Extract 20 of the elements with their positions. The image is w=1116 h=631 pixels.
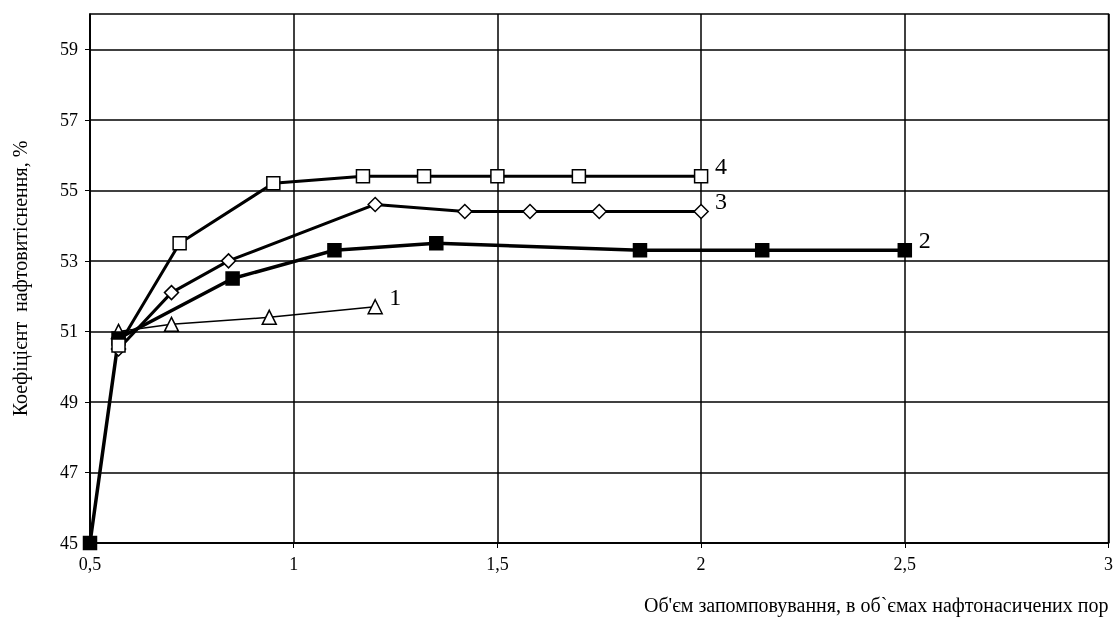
x-tick-label: 2 xyxy=(696,554,706,574)
y-tick-label: 47 xyxy=(60,462,78,483)
y-tick-label: 55 xyxy=(60,180,78,201)
series-label: 3 xyxy=(715,188,728,215)
x-tick-label: 1,5 xyxy=(486,554,509,574)
series-label: 4 xyxy=(715,153,728,180)
y-tick-label: 59 xyxy=(60,39,78,60)
y-tick-label: 57 xyxy=(60,109,78,130)
series-label: 1 xyxy=(389,283,402,310)
y-tick-label: 45 xyxy=(60,533,78,553)
x-tick-label: 3 xyxy=(1104,554,1113,574)
x-tick-label: 0,5 xyxy=(78,554,102,574)
series-label: 2 xyxy=(918,227,931,254)
y-axis-title: Коефіцієнт нафтовитіснення, % xyxy=(9,140,32,417)
y-tick-label: 49 xyxy=(60,391,78,412)
y-tick-label: 53 xyxy=(60,250,78,271)
y-tick-label: 51 xyxy=(60,321,78,342)
x-tick-label: 2,5 xyxy=(893,554,917,574)
x-axis-title: Об'єм запомповування, в об`ємах нафтонасичених пор xyxy=(643,594,1109,617)
x-tick-label: 1 xyxy=(289,554,299,574)
